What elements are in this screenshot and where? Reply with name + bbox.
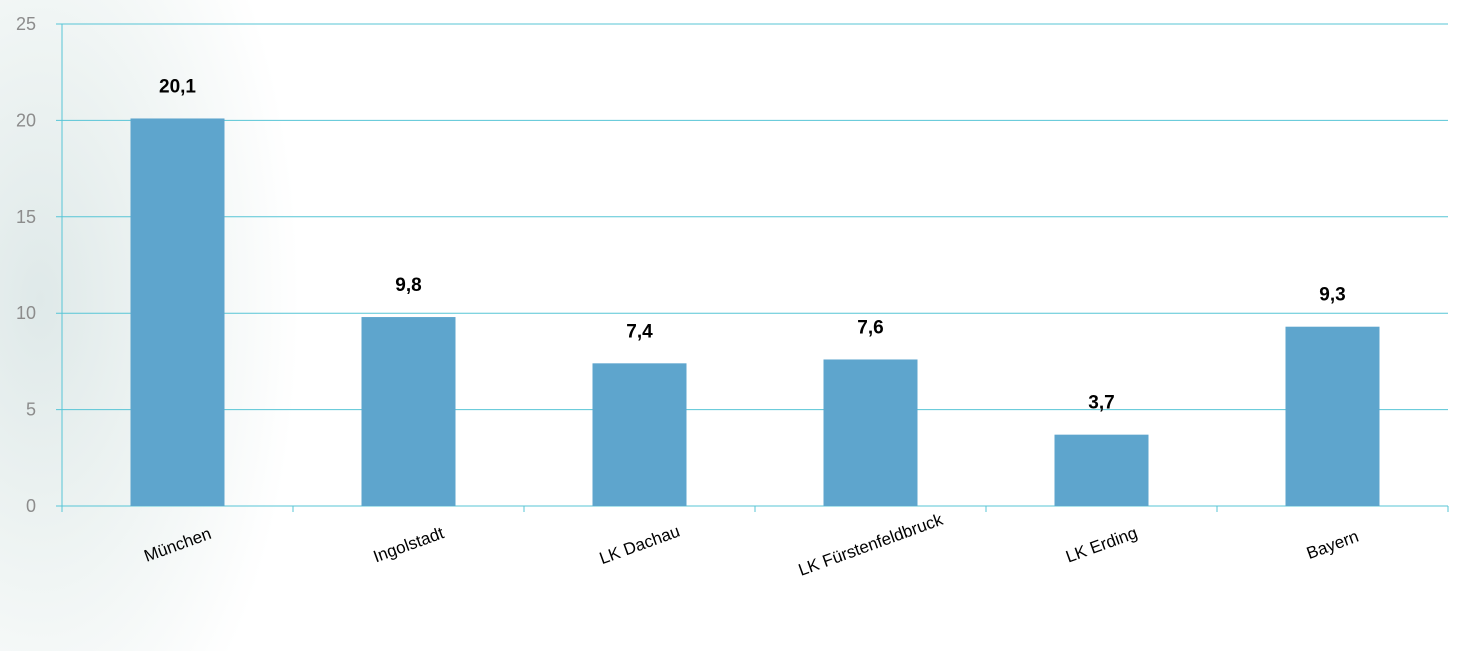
- data-label: 20,1: [159, 76, 196, 97]
- x-category-label: Ingolstadt: [371, 523, 447, 566]
- bar: [1054, 434, 1149, 506]
- y-tick-label: 20: [16, 110, 36, 130]
- x-category-label: LK Dachau: [597, 522, 683, 569]
- gridlines: [56, 23, 1448, 507]
- y-tick-label: 5: [26, 400, 36, 420]
- data-label: 9,3: [1319, 285, 1345, 306]
- y-tick-label: 10: [16, 303, 36, 323]
- bar: [592, 363, 687, 506]
- y-tick-label: 15: [16, 207, 36, 227]
- x-category-label: LK Fürstenfeldbruck: [796, 510, 946, 580]
- axes: 0 5 10 15 20 25: [16, 14, 1449, 516]
- y-tick-label: 25: [16, 14, 36, 34]
- data-label: 7,6: [857, 317, 883, 338]
- bars: [130, 118, 1380, 507]
- y-tick-label: 0: [26, 496, 36, 516]
- data-label: 3,7: [1088, 393, 1114, 414]
- bar: [1285, 326, 1380, 506]
- bar: [130, 118, 225, 507]
- bar: [823, 359, 918, 506]
- x-category-label: München: [142, 524, 214, 566]
- data-label: 7,4: [626, 321, 653, 342]
- bar: [361, 317, 456, 506]
- x-category-label: LK Erding: [1063, 523, 1140, 566]
- data-label: 9,8: [395, 275, 421, 296]
- x-category-label: Bayern: [1304, 527, 1361, 563]
- labels: 20,1 München 9,8 Ingolstadt 7,4 LK Dachau 7,6 L…: [142, 76, 1362, 579]
